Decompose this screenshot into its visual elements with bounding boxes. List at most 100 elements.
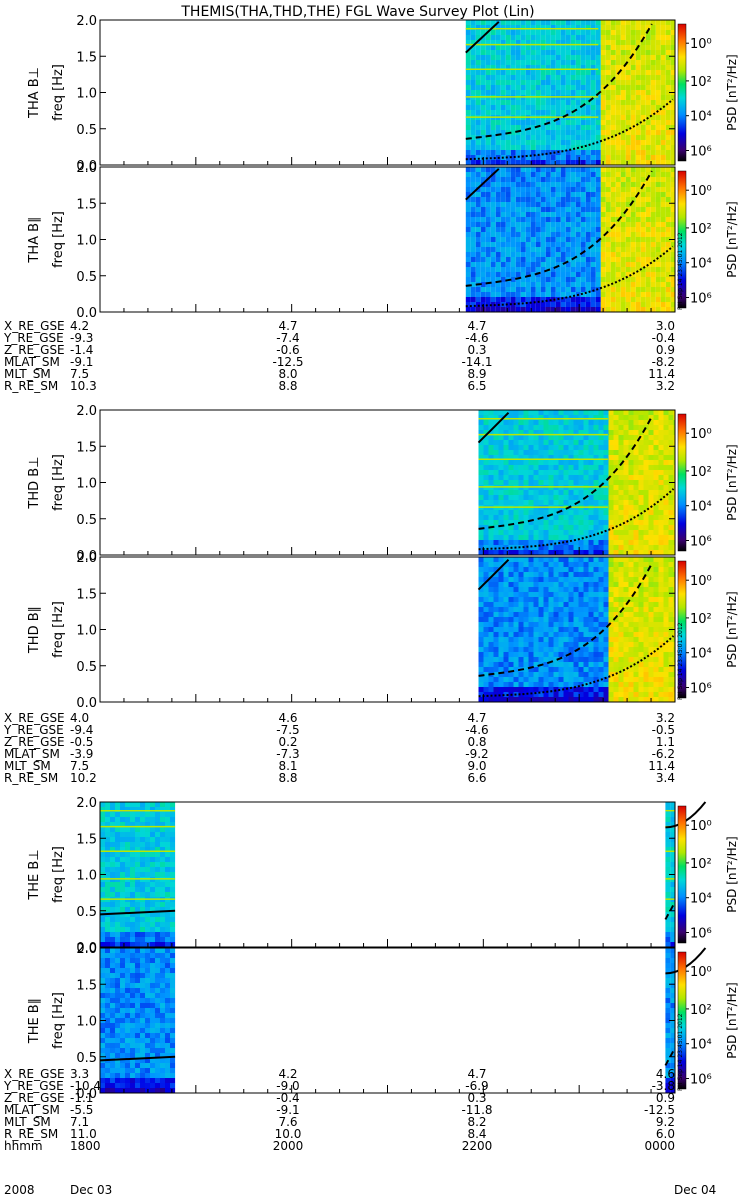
panel-label: THE B⊥ [27, 849, 42, 900]
ephemeris-value: 0.3 [467, 1091, 486, 1105]
ephemeris-value: -9.0 [276, 1079, 299, 1093]
ephemeris-value: 4.0 [70, 711, 89, 725]
ephemeris-value: 8.2 [467, 1115, 486, 1129]
ephemeris-value: 7.6 [278, 1115, 297, 1129]
ephemeris-value: 4.7 [467, 1067, 486, 1081]
ephemeris-value: -1.4 [70, 343, 93, 357]
y-axis-label: freq [Hz] [51, 601, 66, 658]
panel-label: THD B∥ [27, 606, 42, 654]
colorbar-tick-label: 10⁴ [690, 647, 712, 662]
y-tick-label: 0.0 [76, 159, 97, 174]
colorbar-tick-label: 10² [690, 857, 712, 872]
ephemeris-value: 7.5 [70, 367, 89, 381]
y-tick-label: 1.5 [76, 440, 97, 455]
ephemeris-value: 11.0 [70, 1127, 97, 1141]
colorbar-tick-label: 10² [690, 222, 712, 237]
date-start-day: Dec 03 [70, 1183, 112, 1197]
spectrogram-block [100, 802, 176, 947]
ephemeris-value: -0.4 [652, 331, 675, 345]
plot-title: THEMIS(THA,THD,THE) FGL Wave Survey Plot… [180, 4, 534, 20]
ephemeris-row-label: Z_RE_GSE [4, 1091, 65, 1105]
ephemeris-row-label: Y_RE_GSE [3, 1079, 64, 1093]
y-tick-label: 1.5 [76, 197, 97, 212]
ephemeris-value: 8.4 [467, 1127, 486, 1141]
timestamp-stamp: RH Sep 14 23:45:01 2012 [677, 1013, 684, 1091]
gyro-curve-half [465, 170, 653, 287]
panel-label: THE B∥ [27, 998, 42, 1044]
ephemeris-row-label: X_RE_GSE [4, 711, 65, 725]
ephemeris-value: 0.8 [467, 735, 486, 749]
y-tick-label: 1.5 [76, 832, 97, 847]
timestamp-stamp: RH Sep 14 23:45:01 2012 [677, 622, 684, 700]
spectrogram-block [665, 948, 675, 1093]
ephemeris-value: 10.3 [70, 379, 97, 393]
y-tick-label: 1.5 [76, 50, 97, 65]
ephemeris-value: -4.6 [465, 723, 488, 737]
ephemeris-row-label: MLAT_SM [4, 355, 60, 369]
ephemeris-value: -11.8 [461, 1103, 492, 1117]
gyro-curve-tenth [465, 98, 674, 161]
colorbar-tick-label: 10⁶ [690, 682, 712, 697]
ephemeris-row-label: Z_RE_GSE [4, 735, 65, 749]
colorbar-tick-label: 10² [690, 75, 712, 90]
ephemeris-value: 2200 [462, 1139, 493, 1153]
date-end-day: Dec 04 [674, 1183, 716, 1197]
spectrogram-tha-bpar [465, 167, 675, 312]
gyro-curve-1 [477, 411, 510, 444]
panel-tha-bperp: 0.0 0.5 1.0 1.5 2.0 THA B⊥ freq [Hz] 10⁶ 10⁴ 10² 1… [27, 14, 739, 174]
colorbar-tick-label: 10² [690, 612, 712, 627]
colorbar-tick-label: 10⁶ [690, 1073, 712, 1088]
panel-the-bpar: 0.0 0.5 1.0 1.5 2.0 THE B∥ freq [Hz] 10⁶ 10⁴ 10² 1… [27, 942, 739, 1102]
y-tick-label: 0.0 [76, 1087, 97, 1102]
colorbar-label: PSD [nT²/Hz] [725, 54, 739, 130]
panel-the-bperp: 0.0 0.5 1.0 1.5 2.0 THE B⊥ freq [Hz] 10⁶ 10⁴ 10² 1… [27, 796, 739, 956]
panel-thd-bpar: 0.0 0.5 1.0 1.5 2.0 THD B∥ freq [Hz] 10⁶ 10⁴ 10² 1… [27, 551, 739, 711]
ephemeris-value: 0.9 [656, 343, 675, 357]
gyro-curve-1 [465, 168, 500, 201]
ephemeris-value: 11.4 [648, 759, 675, 773]
colorbar-tick-label: 10⁴ [690, 110, 712, 125]
colorbar-tick-label: 10⁶ [690, 927, 712, 942]
y-tick-label: 2.0 [76, 796, 97, 811]
ephemeris-value: 2000 [273, 1139, 304, 1153]
ephemeris-value: 4.2 [70, 319, 89, 333]
spectrogram-block [100, 948, 176, 1093]
y-tick-label: 0.5 [76, 123, 97, 138]
ephemeris-value: 4.6 [278, 711, 297, 725]
y-tick-label: 1.5 [76, 978, 97, 993]
panel-label: THA B∥ [27, 216, 42, 263]
colorbar-tick-label: 10⁴ [690, 1038, 712, 1053]
spectrogram-thd-bpar [478, 557, 675, 702]
ephemeris-value: 8.8 [278, 379, 297, 393]
ephemeris-value: 0000 [644, 1139, 675, 1153]
ephemeris-value: 8.8 [278, 771, 297, 785]
colorbar [677, 23, 687, 162]
colorbar-tick-label: 10⁶ [690, 292, 712, 307]
spectrogram-tha-bperp [465, 20, 675, 165]
gyro-curve-tenth [478, 488, 675, 551]
ephemeris-value: 4.2 [278, 1067, 297, 1081]
gyro-curve-half [465, 23, 653, 140]
y-tick-label: 0.5 [76, 660, 97, 675]
panels-layer: 0.0 0.5 1.0 1.5 2.0 THA B⊥ freq [Hz] 10⁶ 10⁴ 10² 1… [27, 14, 739, 1102]
colorbar-tick-label: 10⁴ [690, 500, 712, 515]
ephemeris-row-label: MLT_SM [4, 367, 51, 381]
ephemeris-value: -5.5 [70, 1103, 93, 1117]
ephemeris-value: -0.5 [652, 723, 675, 737]
ephemeris-table-thd: X_RE_GSE 4.0 4.6 4.7 3.2 Y_RE_GSE -9.4 -7.5 -4.6… [3, 711, 675, 785]
y-axis-label: freq [Hz] [51, 992, 66, 1049]
ephemeris-value: 0.9 [656, 1091, 675, 1105]
colorbar-tick-label: 10⁰ [690, 965, 712, 980]
ephemeris-row-label: X_RE_GSE [4, 1067, 65, 1081]
y-tick-label: 1.0 [76, 87, 97, 102]
colorbar-label: PSD [nT²/Hz] [725, 836, 739, 912]
ephemeris-value: -9.1 [276, 1103, 299, 1117]
panel-tha-bpar: 0.0 0.5 1.0 1.5 2.0 THA B∥ freq [Hz] 10⁶ 10⁴ 10² 1… [27, 161, 739, 321]
ephemeris-row-label: Z_RE_GSE [4, 343, 65, 357]
ephemeris-value: -14.1 [461, 355, 492, 369]
y-tick-label: 2.0 [76, 942, 97, 957]
ephemeris-row-label: MLT_SM [4, 759, 51, 773]
y-tick-label: 2.0 [76, 14, 97, 29]
ephemeris-value: 10.2 [70, 771, 97, 785]
